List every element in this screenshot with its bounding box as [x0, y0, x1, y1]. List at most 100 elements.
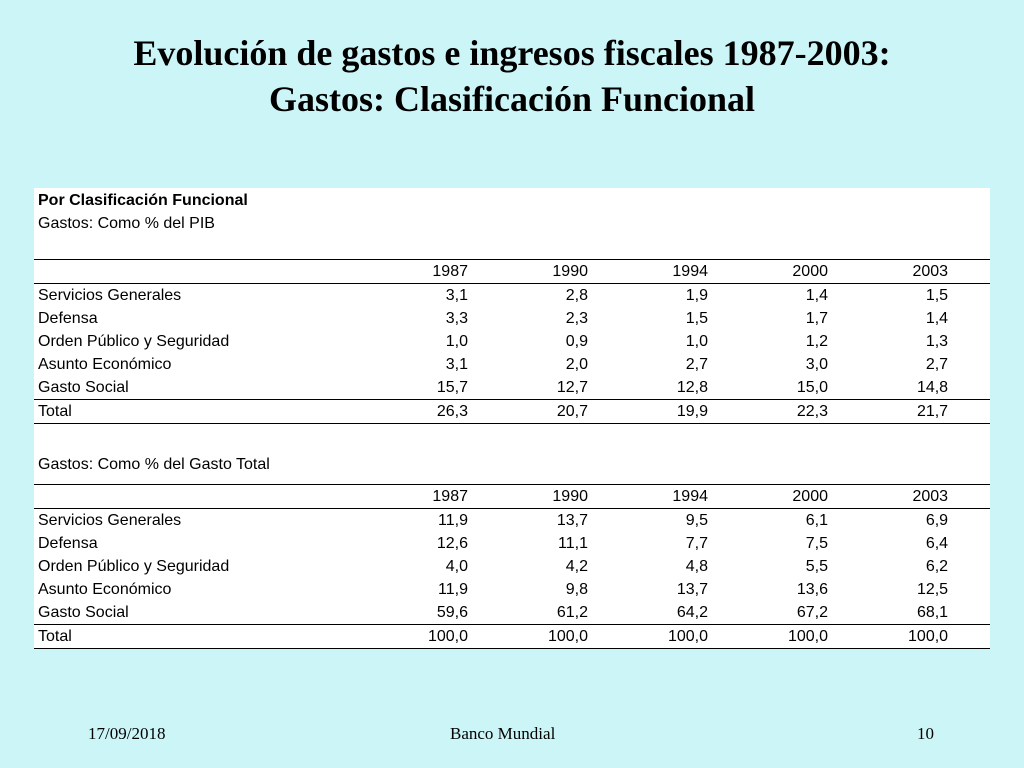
total-row: Total 100,0 100,0 100,0 100,0 100,0	[34, 624, 991, 649]
year-header: 1987	[390, 484, 510, 509]
row-label: Asunto Económico	[38, 356, 172, 373]
row-value: 13,7	[676, 581, 708, 598]
row-value: 1,3	[925, 333, 949, 350]
row-value: 2,3	[565, 310, 588, 327]
row-value: 15,7	[436, 379, 468, 396]
table-row: Defensa 3,3 2,3 1,5 1,7 1,4	[34, 307, 990, 330]
row-value: 2,7	[925, 356, 949, 373]
slide-title: Evolución de gastos e ingresos fiscales …	[0, 30, 1024, 122]
row-value: 1,9	[685, 287, 708, 304]
row-value: 6,9	[925, 512, 949, 529]
row-value: 12,7	[556, 379, 588, 396]
table-row: Asunto Económico 11,9 9,8 13,7 13,6 12,5	[34, 578, 990, 601]
total-label: Total	[34, 624, 390, 649]
title-line-1: Evolución de gastos e ingresos fiscales …	[133, 33, 891, 73]
total-value: 22,3	[750, 399, 870, 424]
year-header: 1994	[630, 484, 750, 509]
total-value: 19,9	[630, 399, 750, 424]
spacer-cell	[34, 424, 990, 445]
row-value: 4,2	[565, 558, 588, 575]
row-value: 2,8	[565, 287, 588, 304]
year-header-row: 1987 1990 1994 2000 2003	[34, 484, 991, 509]
row-label: Asunto Económico	[38, 581, 172, 598]
row-value: 9,8	[565, 581, 588, 598]
row-value: 1,7	[805, 310, 828, 327]
section-1-subtitle: Gastos: Como % del PIB	[38, 215, 215, 232]
total-value: 100,0	[750, 624, 870, 649]
row-label: Gasto Social	[38, 379, 129, 396]
spacer-row	[34, 424, 990, 445]
table-row: Orden Público y Seguridad 4,0 4,2 4,8 5,5 6,2	[34, 555, 990, 578]
section-2-subtitle-row: Gastos: Como % del Gasto Total	[34, 444, 990, 485]
total-value: 21,7	[870, 399, 991, 424]
row-value: 68,1	[916, 604, 949, 621]
row-value: 61,2	[556, 604, 588, 621]
year-header: 2000	[750, 484, 870, 509]
row-value: 11,9	[438, 512, 468, 529]
row-label: Servicios Generales	[38, 287, 182, 304]
row-value: 11,1	[558, 535, 588, 552]
row-value: 4,0	[445, 558, 468, 575]
table-heading-row: Por Clasificación Funcional	[34, 188, 990, 212]
table-row: Servicios Generales 11,9 13,7 9,5 6,1 6,9	[34, 509, 990, 533]
row-value: 1,0	[685, 333, 708, 350]
row-value: 3,0	[805, 356, 828, 373]
row-value: 12,8	[676, 379, 708, 396]
data-table-panel: Por Clasificación Funcional Gastos: Como…	[34, 188, 991, 649]
row-value: 5,5	[805, 558, 828, 575]
row-value: 7,7	[685, 535, 708, 552]
year-header: 1990	[510, 259, 630, 284]
spending-table: Por Clasificación Funcional Gastos: Como…	[34, 188, 991, 649]
section-1-subtitle-row: Gastos: Como % del PIB	[34, 212, 990, 235]
row-value: 1,2	[805, 333, 828, 350]
row-value: 2,7	[685, 356, 708, 373]
row-value: 3,3	[445, 310, 468, 327]
table-row: Orden Público y Seguridad 1,0 0,9 1,0 1,2 1,3	[34, 330, 990, 353]
row-label: Servicios Generales	[38, 512, 182, 529]
section-2-subtitle: Gastos: Como % del Gasto Total	[38, 455, 270, 473]
row-value: 6,4	[925, 535, 949, 552]
row-value: 4,8	[685, 558, 708, 575]
year-header-blank	[34, 484, 390, 509]
row-value: 0,9	[565, 333, 588, 350]
row-value: 1,5	[925, 287, 949, 304]
table-row: Defensa 12,6 11,1 7,7 7,5 6,4	[34, 532, 990, 555]
year-header: 1994	[630, 259, 750, 284]
row-label: Defensa	[38, 310, 98, 327]
row-value: 2,0	[565, 356, 588, 373]
row-value: 12,5	[916, 581, 949, 598]
row-value: 67,2	[796, 604, 828, 621]
year-header: 2000	[750, 259, 870, 284]
row-value: 64,2	[676, 604, 708, 621]
row-value: 14,8	[916, 379, 949, 396]
row-value: 1,0	[445, 333, 468, 350]
footer-date: 17/09/2018	[88, 724, 166, 743]
row-value: 3,1	[445, 356, 468, 373]
title-line-2: Gastos: Clasificación Funcional	[268, 79, 756, 119]
year-header-row: 1987 1990 1994 2000 2003	[34, 259, 991, 284]
total-row: Total 26,3 20,7 19,9 22,3 21,7	[34, 399, 991, 424]
row-value: 1,4	[805, 287, 828, 304]
table-row: Asunto Económico 3,1 2,0 2,7 3,0 2,7	[34, 353, 990, 376]
row-value: 6,2	[925, 558, 949, 575]
table-row: Gasto Social 15,7 12,7 12,8 15,0 14,8	[34, 376, 990, 400]
row-value: 7,5	[805, 535, 828, 552]
row-value: 6,1	[805, 512, 828, 529]
row-value: 15,0	[796, 379, 828, 396]
row-label: Defensa	[38, 535, 98, 552]
year-header: 2003	[870, 484, 991, 509]
table-row: Servicios Generales 3,1 2,8 1,9 1,4 1,5	[34, 284, 990, 308]
spacer-row	[34, 235, 990, 260]
row-value: 13,6	[796, 581, 828, 598]
table-heading: Por Clasificación Funcional	[38, 192, 248, 209]
total-label: Total	[34, 399, 390, 424]
footer-center: Banco Mundial	[450, 724, 556, 743]
total-value: 100,0	[870, 624, 991, 649]
total-value: 100,0	[630, 624, 750, 649]
row-value: 59,6	[436, 604, 468, 621]
year-header: 1990	[510, 484, 630, 509]
row-value: 9,5	[685, 512, 708, 529]
row-value: 1,5	[685, 310, 708, 327]
total-value: 100,0	[390, 624, 510, 649]
row-label: Orden Público y Seguridad	[38, 333, 230, 350]
